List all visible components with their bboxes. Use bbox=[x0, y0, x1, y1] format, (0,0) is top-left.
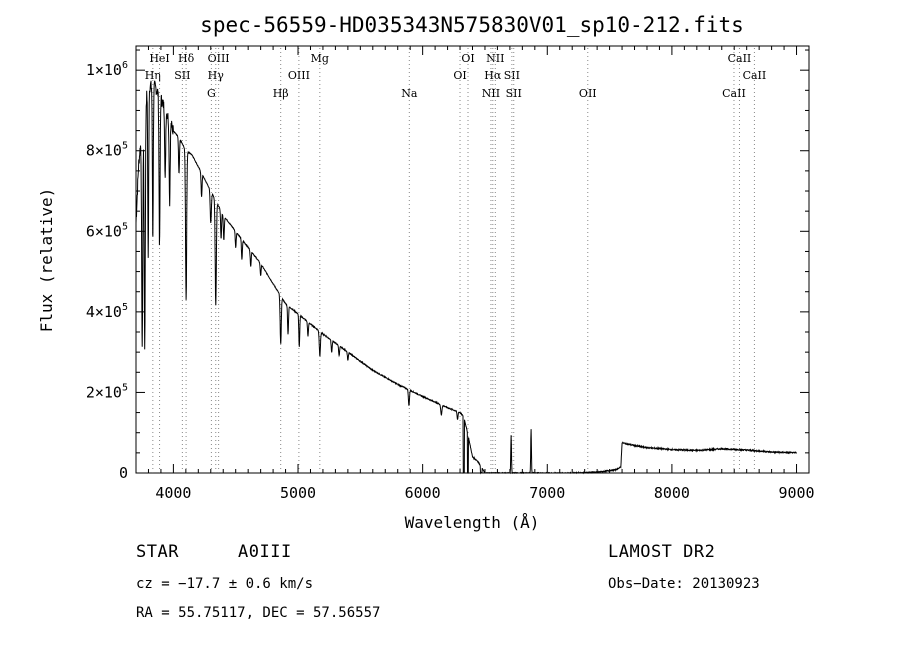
spectral-line-label: SII bbox=[174, 69, 190, 82]
object-type: STAR bbox=[136, 542, 179, 562]
x-tick-label: 9000 bbox=[778, 484, 814, 502]
x-axis-label: Wavelength (Å) bbox=[405, 513, 540, 532]
spectral-line-label: Mg bbox=[311, 52, 329, 65]
observation-date: Obs−Date: 20130923 bbox=[608, 576, 760, 592]
spectral-line-label: HeI bbox=[149, 52, 169, 65]
spectral-line-label: OI bbox=[453, 69, 466, 82]
y-tick-label: 6×105 bbox=[86, 221, 128, 240]
spectral-line-label: Hη bbox=[145, 69, 161, 82]
spectral-line-label: NII bbox=[486, 52, 504, 65]
redshift-cz: cz = −17.7 ± 0.6 km/s bbox=[136, 576, 314, 592]
spectral-line-label: CaII bbox=[743, 69, 767, 82]
spectral-line-label: OIII bbox=[208, 52, 230, 65]
spectral-line-label: OII bbox=[579, 87, 597, 100]
series-layer bbox=[135, 80, 797, 475]
y-tick-label: 0 bbox=[119, 464, 128, 482]
spectral-line-label: Hα bbox=[484, 69, 502, 82]
spectral-line-label: Hδ bbox=[178, 52, 195, 65]
survey-name: LAMOST DR2 bbox=[608, 542, 716, 562]
spectral-line-label: CaII bbox=[722, 87, 746, 100]
y-tick-label: 4×105 bbox=[86, 302, 128, 321]
spectral-line-label: Hβ bbox=[273, 87, 289, 100]
x-tick-label: 6000 bbox=[405, 484, 441, 502]
spectral-line-label: OIII bbox=[288, 69, 310, 82]
y-axis-label: Flux (relative) bbox=[37, 188, 56, 333]
coordinates: RA = 55.75117, DEC = 57.56557 bbox=[136, 605, 381, 621]
spectral-line-label: NII bbox=[482, 87, 500, 100]
spectral-line-label: OI bbox=[461, 52, 474, 65]
y-tick-label: 2×105 bbox=[86, 382, 128, 401]
spectral-line-label: Na bbox=[401, 87, 418, 100]
x-tick-label: 7000 bbox=[529, 484, 565, 502]
spectral-line-label: CaII bbox=[728, 52, 752, 65]
plot-frame bbox=[135, 45, 810, 474]
x-tick-label: 5000 bbox=[280, 484, 316, 502]
spectral-line-label: SII bbox=[504, 69, 520, 82]
x-tick-label: 8000 bbox=[654, 484, 690, 502]
y-axis: 0 2×105 4×105 6×105 8×105 1×106 bbox=[86, 49, 809, 482]
chart-title: spec-56559-HD035343N575830V01_sp10-212.f… bbox=[200, 13, 744, 37]
y-tick-label: 8×105 bbox=[86, 141, 128, 160]
spectral-line-label: Hγ bbox=[208, 69, 225, 82]
spectral-line-label: SII bbox=[506, 87, 522, 100]
y-tick-label: 1×106 bbox=[86, 60, 128, 79]
spectrum-line bbox=[135, 80, 797, 475]
x-axis: 4000 5000 6000 7000 8000 9000 bbox=[135, 46, 815, 502]
spectral-line-label: G bbox=[207, 87, 216, 100]
x-tick-label: 4000 bbox=[155, 484, 191, 502]
spectral-class: A0III bbox=[238, 542, 292, 562]
